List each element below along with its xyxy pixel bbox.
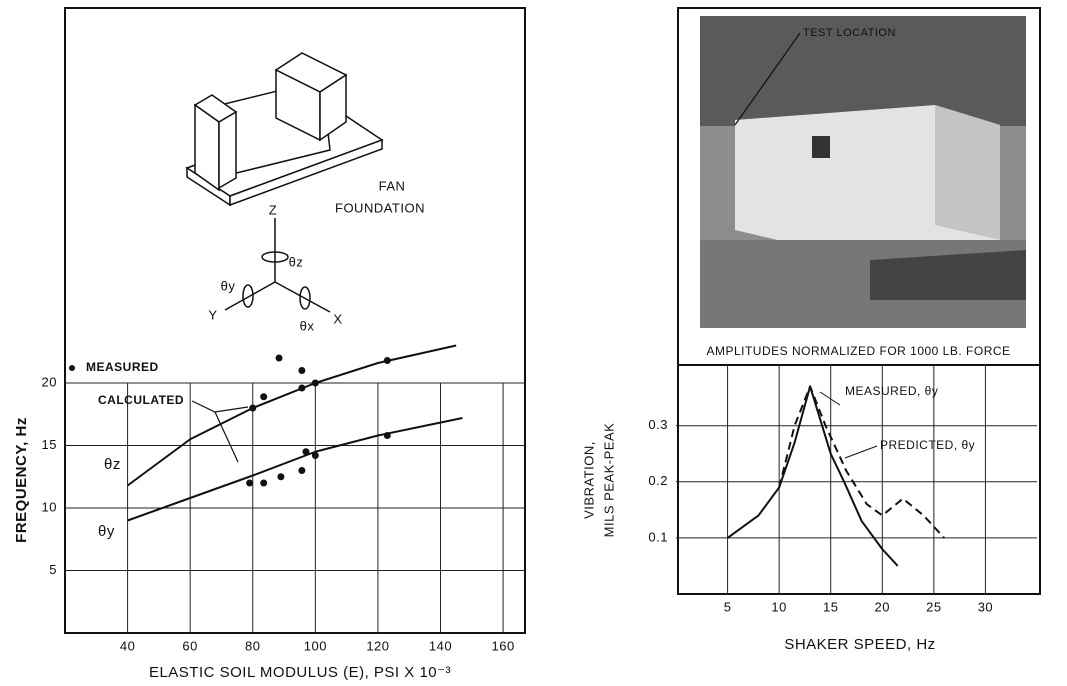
data-line [128,346,457,486]
diagram-label: Y [208,307,217,322]
figure: 5 10 15 20 40 60 80 100 120 140 160 ELASTIC SOIL MO… [0,0,1067,686]
y-tick-label: 0.1 [648,529,668,544]
photo [700,16,1026,328]
x-axis-label: ELASTIC SOIL MODULUS (E), PSI X 10⁻³ [149,664,451,681]
y-tick-label: 20 [42,374,57,389]
x-tick-label: 120 [366,638,389,653]
chart-title: AMPLITUDES NORMALIZED FOR 1000 LB. FORCE [706,344,1010,358]
data-point [246,480,253,487]
data-point [298,467,305,474]
diagram-label: θx [300,318,315,333]
x-tick-label: 5 [724,599,732,614]
measured-pointer [820,392,840,405]
legend-marker [69,365,75,371]
diagram-label: FOUNDATION [335,200,425,215]
legend-label: MEASURED [86,360,159,374]
foundation-drawing [187,53,382,205]
data-point [260,480,267,487]
y-axis-label: VIBRATION, [581,441,596,519]
axes-symbol [225,218,330,312]
x-axis-label: SHAKER SPEED, Hz [784,636,935,653]
x-tick-label: 80 [245,638,260,653]
diagram-label: X [333,311,342,326]
x-tick-label: 25 [926,599,941,614]
y-tick-label: 5 [49,562,57,577]
data-line [728,386,898,566]
diagram-label: FAN [379,178,406,193]
predicted-pointer [845,446,877,458]
x-tick-label: 160 [491,638,514,653]
x-tick-label: 40 [120,638,135,653]
x-tick-label: 60 [182,638,197,653]
y-axis-label: MILS PEAK-PEAK [601,423,616,538]
data-line [128,418,463,521]
line-label: θy [98,523,115,540]
y-axis-label: FREQUENCY, Hz [13,417,30,543]
photo-label: TEST LOCATION [803,27,896,39]
x-tick-label: 20 [875,599,890,614]
y-tick-label: 15 [42,437,57,452]
diagram-label: θy [221,278,236,293]
x-tick-label: 100 [304,638,327,653]
x-tick-label: 15 [823,599,838,614]
diagram-label: Z [269,202,277,217]
diagram-label: θz [289,254,304,269]
line-label: PREDICTED, θy [880,438,975,452]
data-point [277,473,284,480]
data-point [260,393,267,400]
annotation: CALCULATED [98,393,184,407]
y-tick-label: 0.3 [648,417,668,432]
data-point [298,367,305,374]
data-point [276,355,283,362]
calculated-arrows [192,401,248,462]
x-tick-label: 10 [771,599,786,614]
x-tick-label: 140 [429,638,452,653]
y-tick-label: 10 [42,499,57,514]
line-label: MEASURED, θy [845,384,938,398]
y-tick-label: 0.2 [648,473,668,488]
line-label: θz [104,456,121,473]
x-tick-label: 30 [978,599,993,614]
